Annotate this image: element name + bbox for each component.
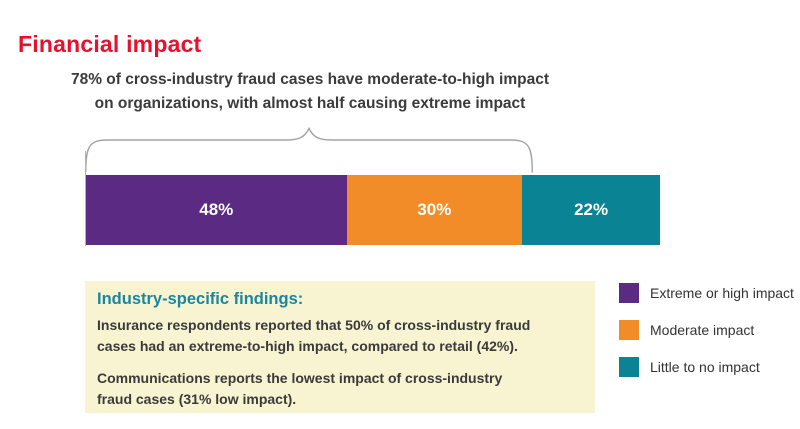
findings-paragraph-line: cases had an extreme-to-high impact, com… — [97, 338, 518, 354]
legend-swatch-purple — [619, 283, 639, 303]
curly-brace-icon — [85, 126, 533, 173]
legend-item-moderate: Moderate impact — [619, 320, 794, 340]
legend-label: Little to no impact — [650, 359, 760, 375]
axis-line — [85, 151, 86, 246]
findings-paragraph-line: fraud cases (31% low impact). — [97, 391, 297, 407]
legend: Extreme or high impact Moderate impact L… — [619, 283, 794, 394]
findings-paragraph-communications: Communications reports the lowest impact… — [97, 368, 583, 410]
page-title: Financial impact — [18, 31, 202, 58]
bar-segment-label: 22% — [574, 200, 609, 219]
bar-segment-little-to-none: 22% — [522, 175, 660, 245]
legend-label: Extreme or high impact — [650, 285, 794, 301]
chart-subtitle-line-2: on organizations, with almost half causi… — [94, 95, 526, 112]
legend-item-little-to-none: Little to no impact — [619, 357, 794, 377]
legend-swatch-teal — [619, 357, 639, 377]
findings-box: Industry-specific findings: Insurance re… — [85, 281, 595, 413]
legend-swatch-orange — [619, 320, 639, 340]
bar-segment-label: 48% — [199, 200, 234, 219]
brace-annotation — [85, 126, 533, 174]
legend-label: Moderate impact — [650, 322, 755, 338]
bar-segment-moderate: 30% — [346, 175, 523, 245]
findings-paragraph-line: Communications reports the lowest impact… — [97, 370, 503, 386]
findings-paragraph-line: Insurance respondents reported that 50% … — [97, 317, 531, 333]
chart-subtitle: 78% of cross-industry fraud cases have m… — [10, 68, 610, 116]
legend-item-extreme-or-high: Extreme or high impact — [619, 283, 794, 303]
findings-heading: Industry-specific findings: — [97, 290, 304, 308]
bar-segment-label: 30% — [417, 200, 452, 219]
bar-segment-extreme-or-high: 48% — [86, 175, 347, 245]
stacked-bar: 48% 30% 22% — [86, 175, 660, 245]
findings-paragraph-insurance: Insurance respondents reported that 50% … — [97, 315, 583, 357]
curly-brace-path — [85, 126, 533, 173]
chart-subtitle-line-1: 78% of cross-industry fraud cases have m… — [70, 71, 550, 88]
